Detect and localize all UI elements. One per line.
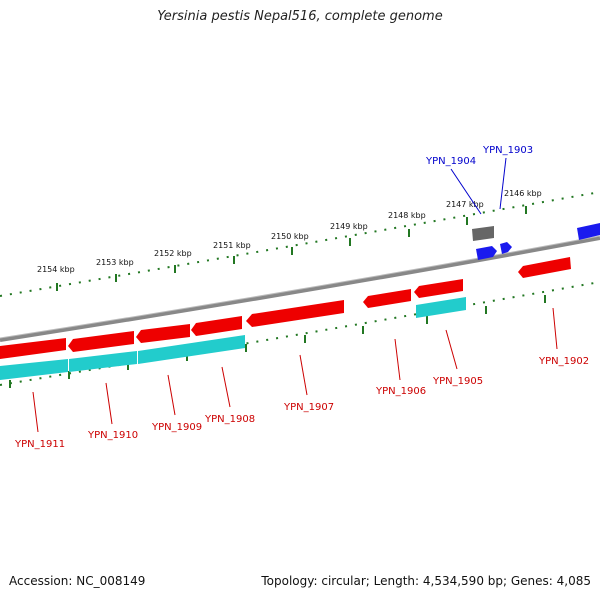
gene-ypn-1910[interactable]	[68, 331, 134, 352]
gene-ypn-1911[interactable]	[0, 338, 66, 359]
gene-label-ypn-1910: YPN_1910	[87, 430, 138, 441]
gene-ypn-1908[interactable]	[191, 316, 242, 336]
scale-label: 2154 kbp	[37, 265, 75, 274]
scale-label: 2151 kbp	[213, 241, 251, 250]
blue-leader-lines	[450, 157, 507, 215]
genome-title: Yersinia pestis Nepal516, complete genom…	[157, 9, 443, 24]
scale-label: 2146 kbp	[504, 189, 542, 198]
forward-genes	[472, 223, 600, 260]
gene-ypn-1903-a[interactable]	[476, 246, 497, 260]
outer-major-ticks	[56, 206, 527, 291]
inner-tick-ring	[0, 281, 600, 386]
genome-backbone	[0, 236, 600, 342]
accession-text: Accession: NC_008149	[9, 574, 146, 588]
scale-label: 2150 kbp	[271, 232, 309, 241]
gene-ypn-1905-red[interactable]	[414, 279, 463, 298]
gene-blue-edge[interactable]	[577, 223, 600, 240]
scale-label: 2153 kbp	[96, 258, 134, 267]
scale-label: 2149 kbp	[330, 222, 368, 231]
scale-label: 2152 kbp	[154, 249, 192, 258]
gene-ypn-1903-b[interactable]	[500, 242, 512, 254]
gene-label-ypn-1911: YPN_1911	[14, 439, 65, 450]
gene-ypn-1909[interactable]	[136, 324, 190, 343]
teal-genes	[0, 297, 466, 380]
cds-teal-3[interactable]	[138, 335, 245, 364]
cds-teal-1[interactable]	[0, 359, 68, 380]
scale-labels: 2154 kbp 2153 kbp 2152 kbp 2151 kbp 2150…	[37, 189, 542, 274]
scale-label: 2147 kbp	[446, 200, 484, 209]
gene-labels: YPN_1911 YPN_1910 YPN_1909 YPN_1908 YPN_…	[14, 145, 589, 450]
red-leader-lines	[32, 307, 558, 433]
gene-label-ypn-1903: YPN_1903	[482, 145, 533, 156]
outer-tick-ring	[0, 191, 600, 297]
red-genes	[0, 257, 571, 359]
gene-ypn-1907[interactable]	[246, 300, 344, 327]
cds-teal-4[interactable]	[416, 297, 466, 318]
gene-label-ypn-1905: YPN_1905	[432, 376, 483, 387]
gene-ypn-1904[interactable]	[472, 226, 494, 241]
gene-ypn-1906[interactable]	[363, 289, 411, 308]
gene-label-ypn-1904: YPN_1904	[425, 156, 476, 167]
gene-label-ypn-1908: YPN_1908	[204, 414, 255, 425]
gene-label-ypn-1902: YPN_1902	[538, 356, 589, 367]
gene-label-ypn-1907: YPN_1907	[283, 402, 334, 413]
gene-label-ypn-1906: YPN_1906	[375, 386, 426, 397]
scale-label: 2148 kbp	[388, 211, 426, 220]
genome-summary-text: Topology: circular; Length: 4,534,590 bp…	[261, 574, 591, 588]
gene-ypn-1902[interactable]	[518, 257, 571, 278]
gene-label-ypn-1909: YPN_1909	[151, 422, 202, 433]
cds-teal-2[interactable]	[69, 351, 137, 372]
